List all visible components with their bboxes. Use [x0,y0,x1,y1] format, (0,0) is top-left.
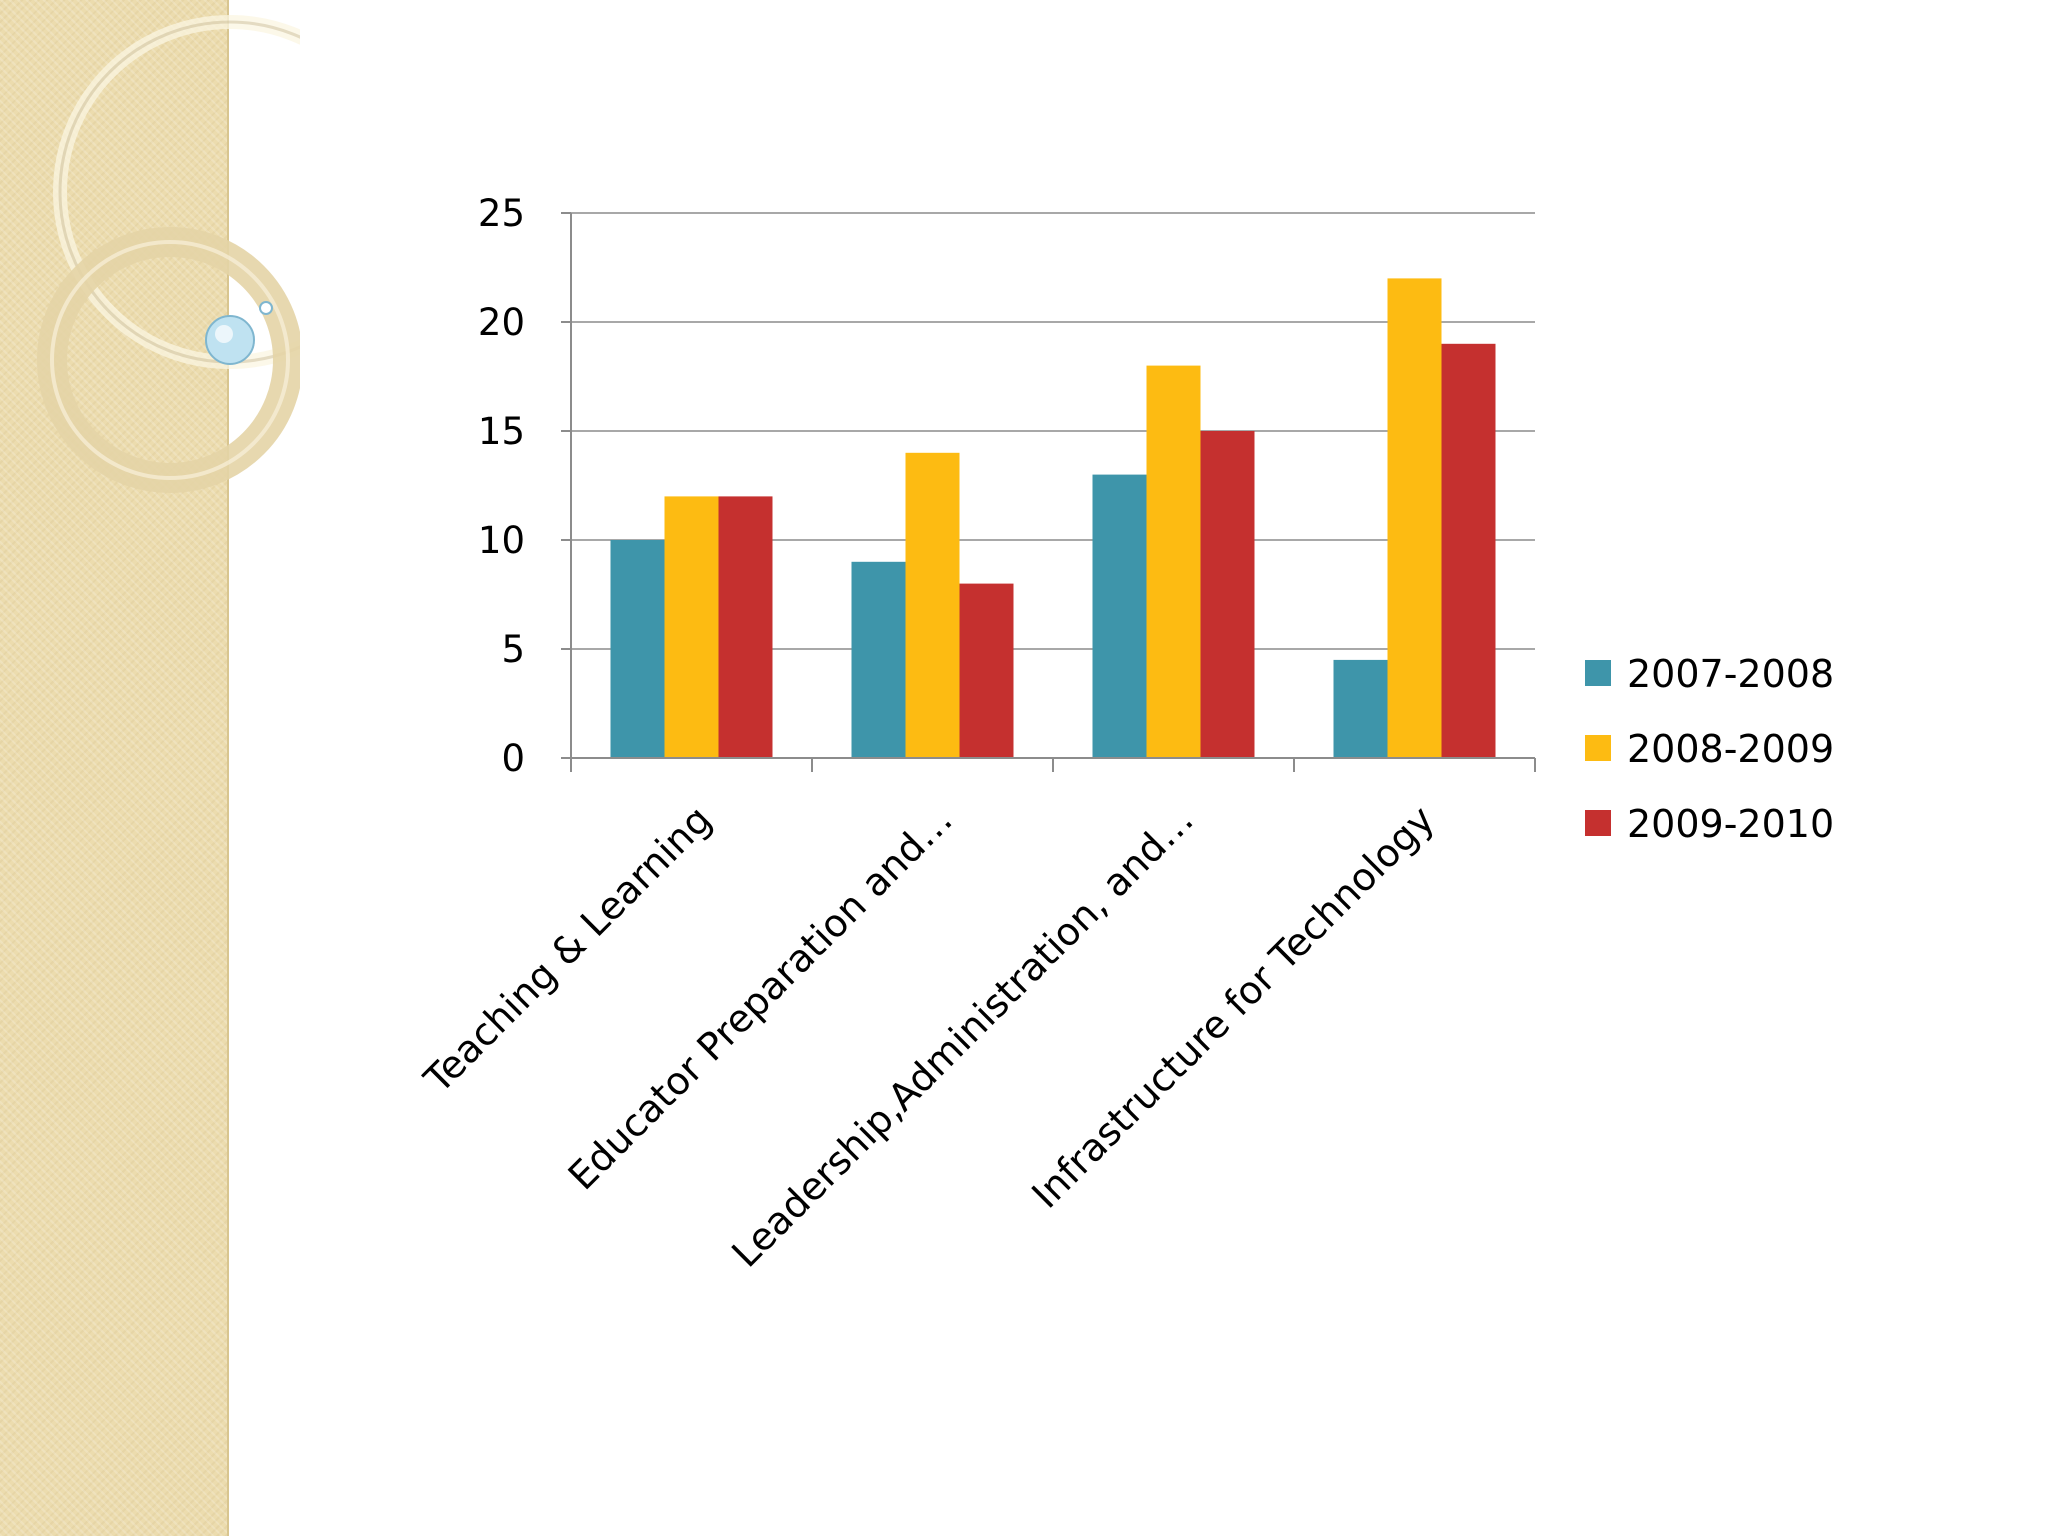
decor-bubble-highlight [215,325,233,343]
bar-2008-2009-1 [664,496,719,758]
category-label: Leadership,Administration, and… [723,797,1201,1275]
bar-2009-2010-2 [959,583,1014,758]
axes [561,212,1536,772]
bar-2008-2009-2 [905,452,960,758]
bar-2009-2010-3 [1200,431,1255,758]
legend: 2007-2008 2008-2009 2009-2010 [1585,652,1834,846]
bars [610,278,1496,758]
decor-bubble-small [259,301,273,315]
y-tick-label: 25 [478,192,525,235]
category-label: Infrastructure for Technology [1023,797,1443,1217]
legend-swatch-2008-2009 [1585,735,1611,761]
bar-2009-2010-4 [1441,343,1496,758]
y-tick-label: 5 [501,628,525,671]
y-tick-label: 0 [501,737,525,780]
category-label: Educator Preparation and… [560,797,961,1198]
decor-ring-small-edge [50,240,290,480]
bar-2009-2010-1 [718,496,773,758]
legend-swatch-2007-2008 [1585,660,1611,686]
legend-swatch-2009-2010 [1585,810,1611,836]
bar-2007-2008-1 [610,540,665,758]
y-tick-labels: 0 5 10 15 20 25 [478,192,525,780]
legend-label: 2009-2010 [1627,802,1834,846]
y-tick-label: 10 [478,519,525,562]
y-tick-label: 20 [478,301,525,344]
bar-2007-2008-4 [1333,659,1388,758]
bar-2007-2008-2 [851,561,906,758]
bar-2007-2008-3 [1092,474,1147,758]
legend-label: 2007-2008 [1627,652,1834,696]
decorative-circles [37,15,300,493]
bar-2008-2009-3 [1146,365,1201,758]
y-tick-label: 15 [478,410,525,453]
bar-2008-2009-4 [1387,278,1442,758]
legend-label: 2008-2009 [1627,727,1834,771]
